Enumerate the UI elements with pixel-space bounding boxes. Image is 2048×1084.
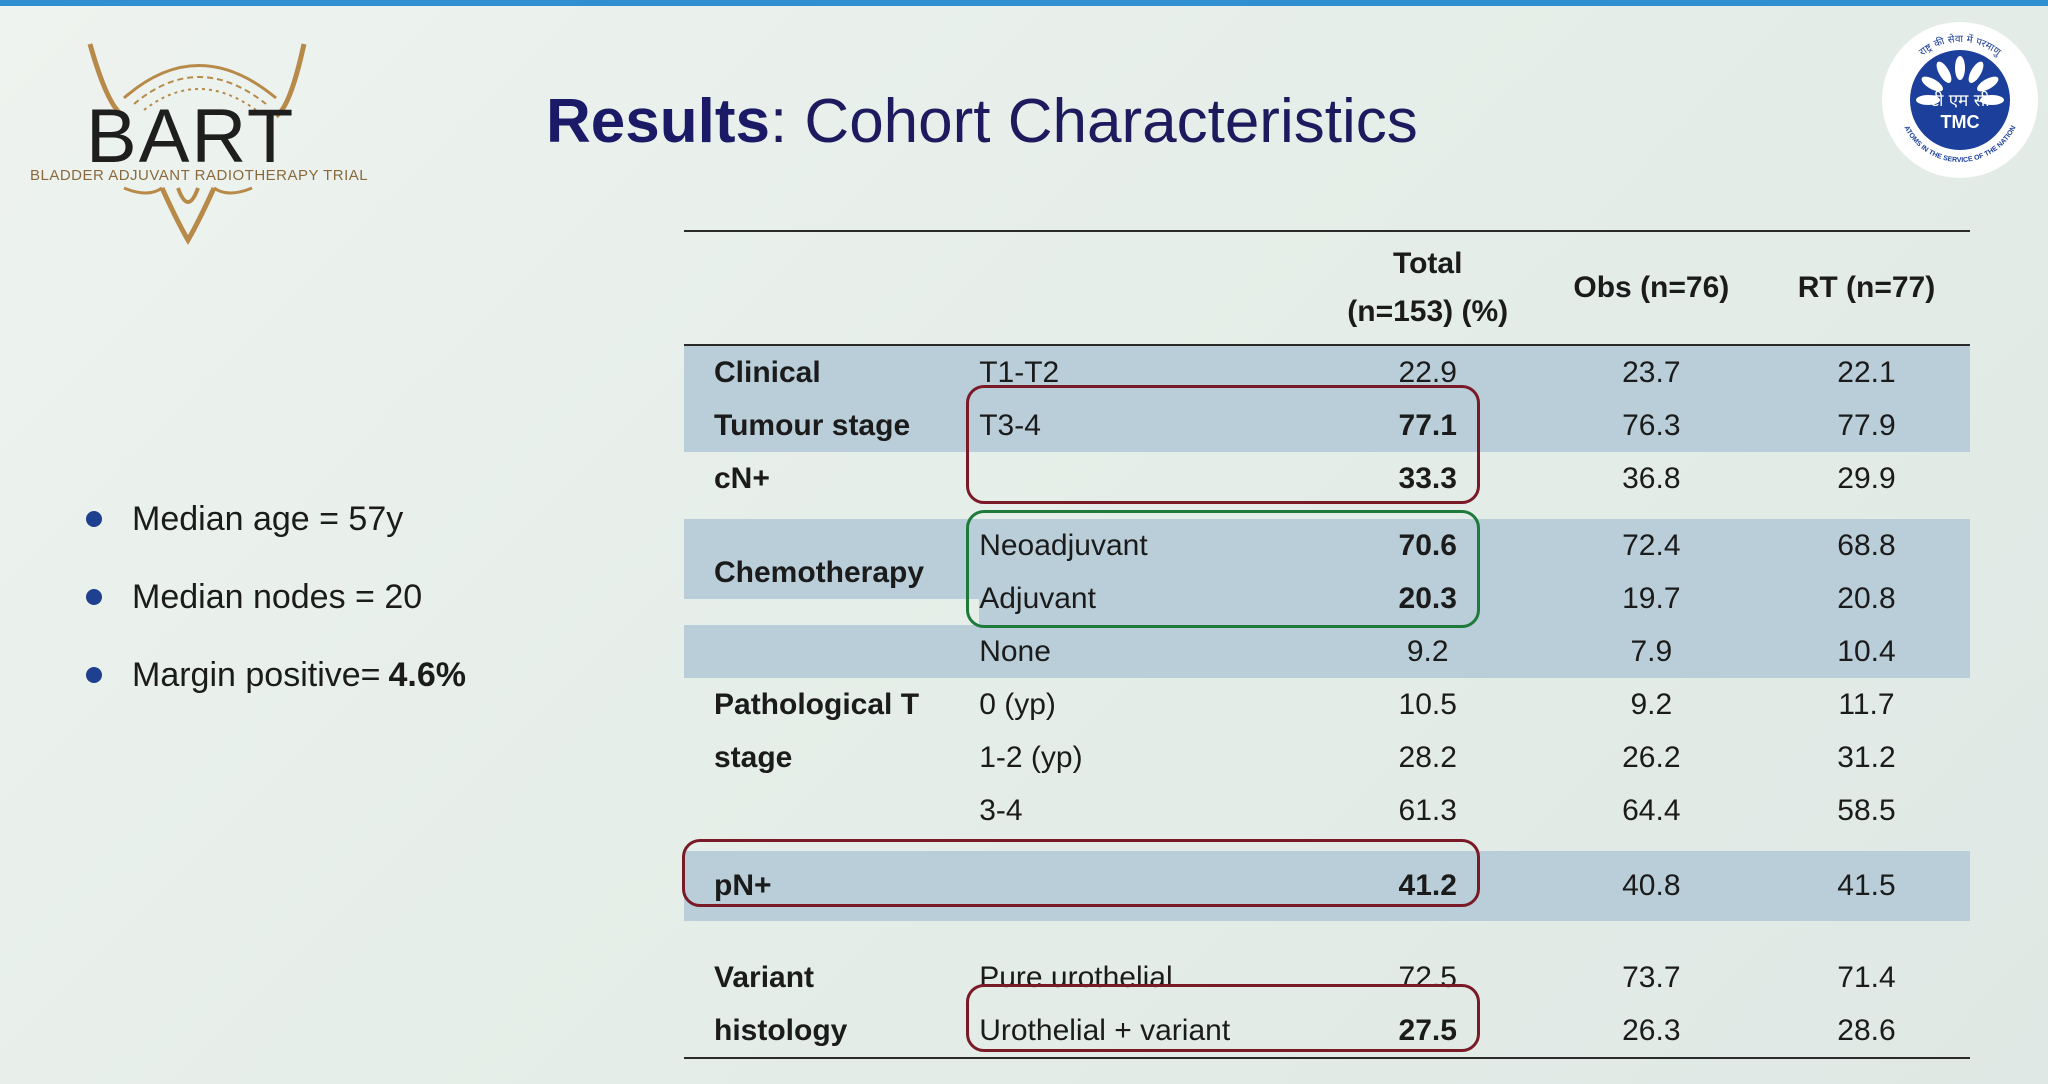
- bart-logo-subtitle: BLADDER ADJUVANT RADIOTHERAPY TRIAL: [30, 167, 369, 184]
- bullet-dot: [86, 667, 102, 683]
- table-row: 3-4 61.3 64.4 58.5: [979, 793, 1896, 827]
- tmc-logo-graphic: टी एम सी TMC राष्ट्र की सेवा में परमाणु …: [1882, 22, 2038, 178]
- title-rest: : Cohort Characteristics: [769, 87, 1418, 156]
- header-rt: RT (n=77): [1762, 230, 1970, 346]
- table-row: Chemotherapy Adjuvant 20.3 19.7 20.8: [684, 546, 1970, 625]
- table-header-row: Total (n=153) (%) Obs (n=76) RT (n=77): [684, 230, 1970, 346]
- table-row: Pathological T 0 (yp) 10.5 9.2 11.7: [714, 687, 1895, 721]
- bullet-dot: [86, 511, 102, 527]
- bullet-median-nodes: Median nodes = 20: [86, 558, 466, 636]
- bart-logo-graphic: [87, 43, 307, 245]
- highlight-box-chemotherapy: [966, 510, 1480, 628]
- bart-logo-text: BART: [86, 94, 296, 179]
- tmc-logo: टी एम सी TMC राष्ट्र की सेवा में परमाणु …: [1880, 20, 2040, 180]
- highlight-box-t3-cn: [966, 385, 1480, 504]
- table-row: stage 1-2 (yp) 28.2 26.2 31.2: [714, 740, 1896, 774]
- table-row: Clinical T1-T2 22.9 23.7 22.1: [684, 345, 1970, 399]
- table-row: Tumour stage T3-4 77.1 76.3 77.9: [684, 399, 1970, 452]
- highlight-box-pn: [682, 839, 1480, 907]
- summary-bullets: Median age = 57y Median nodes = 20 Margi…: [86, 480, 466, 714]
- table-row: cN+ 33.3 36.8 29.9: [714, 461, 1896, 495]
- tmc-label: TMC: [1941, 112, 1980, 132]
- top-accent-bar: [0, 0, 2048, 6]
- bart-logo: BART BLADDER ADJUVANT RADIOTHERAPY TRIAL: [28, 38, 368, 253]
- table-row: None 9.2 7.9 10.4: [684, 625, 1970, 678]
- tmc-center-text: टी एम सी: [1930, 90, 1990, 111]
- bullet-dot: [86, 589, 102, 605]
- highlight-box-variant: [966, 984, 1480, 1052]
- table-row: pN+ 41.2 40.8 41.5: [684, 851, 1970, 921]
- bullet-margin-positive: Margin positive= 4.6%: [86, 636, 466, 714]
- slide-title: Results: Cohort Characteristics: [546, 86, 1418, 157]
- header-obs: Obs (n=76): [1539, 230, 1763, 346]
- cohort-table: Total (n=153) (%) Obs (n=76) RT (n=77) Cl…: [684, 230, 1970, 1059]
- bullet-median-age: Median age = 57y: [86, 480, 466, 558]
- header-total: Total (n=153) (%): [1315, 230, 1540, 346]
- table-row: Variant Pure urothelial 72.5 73.7 71.4: [714, 960, 1896, 994]
- title-bold: Results: [546, 87, 770, 156]
